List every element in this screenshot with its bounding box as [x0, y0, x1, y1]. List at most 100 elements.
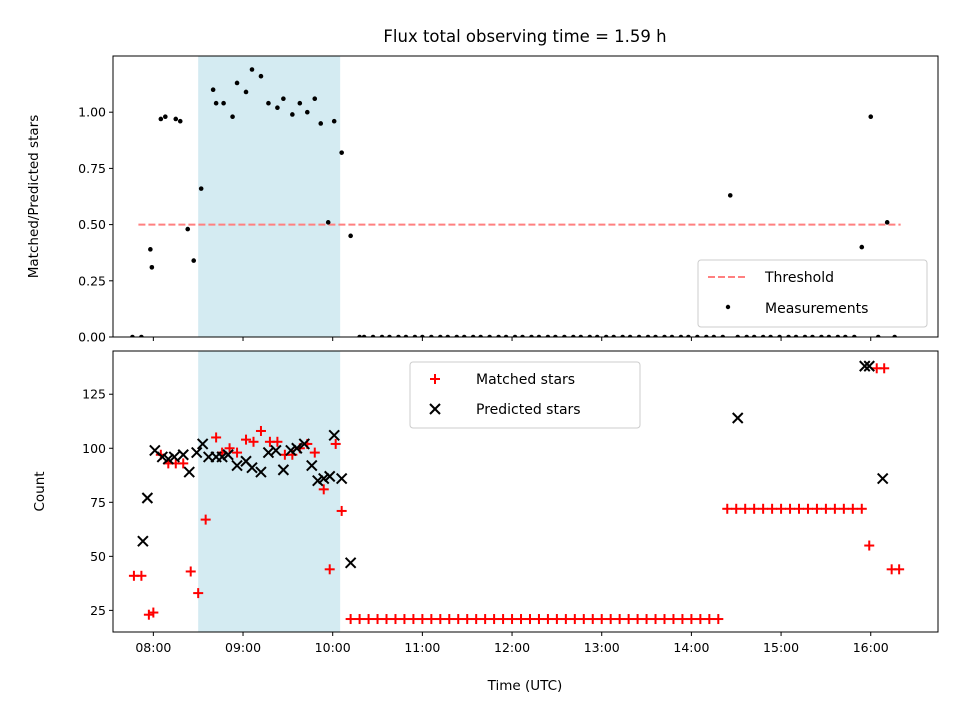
- measurement-point: [396, 334, 401, 337]
- predicted-star-point: [312, 474, 324, 487]
- measurement-point: [177, 118, 183, 124]
- measurement-point: [892, 334, 897, 337]
- measurement-point: [297, 100, 303, 106]
- top-plot-frame: [112, 55, 939, 338]
- y-tick-label: 0.75: [78, 161, 106, 176]
- measurement-point: [611, 334, 616, 337]
- measurement-point: [653, 334, 658, 337]
- measurement-point: [148, 247, 153, 252]
- measurement-point: [594, 334, 600, 337]
- measurement-point: [578, 334, 584, 337]
- measurement-point: [198, 186, 204, 191]
- measurement-point: [571, 334, 576, 337]
- measurement-point: [875, 334, 881, 337]
- matched-star-point: [713, 614, 724, 625]
- matched-star-point: [185, 566, 196, 577]
- measurement-point: [230, 114, 235, 119]
- matched-star-point: [686, 614, 697, 625]
- predicted-star-point: [277, 464, 290, 476]
- measurement-point: [636, 334, 642, 337]
- matched-star-point: [704, 614, 715, 625]
- bottom-plot-frame: [112, 350, 939, 633]
- predicted-star-point: [231, 459, 243, 472]
- matched-star-point: [489, 614, 500, 625]
- measurement-point: [379, 334, 385, 337]
- measurement-point: [258, 73, 264, 79]
- measurement-point: [243, 89, 249, 95]
- measurement-point: [412, 334, 418, 337]
- measurement-point: [884, 220, 890, 225]
- bottom-panel: 25 50 75 100 125 08:00 09:00 10:00 11:00 12:00 13…: [32, 350, 939, 694]
- measurement-point: [678, 334, 684, 337]
- matched-star-point: [345, 614, 356, 625]
- predicted-star-point: [168, 451, 180, 463]
- measurement-point: [536, 334, 542, 337]
- matched-star-point: [193, 588, 204, 599]
- x-tick-label: 16:00: [853, 640, 889, 655]
- measurement-point: [275, 105, 280, 111]
- measurement-point: [603, 334, 609, 337]
- measurement-point: [553, 334, 558, 337]
- measurement-point: [868, 114, 874, 119]
- measurement-point: [711, 334, 717, 337]
- legend-predicted-label: Predicted stars: [476, 402, 581, 418]
- measurement-point: [587, 334, 593, 337]
- predicted-star-point: [216, 451, 228, 463]
- predicted-star-point: [328, 429, 340, 442]
- measurement-point: [470, 334, 476, 337]
- matched-star-point: [856, 503, 867, 514]
- matched-star-point: [776, 503, 787, 514]
- matched-star-point: [248, 436, 259, 447]
- measurement-point: [266, 100, 271, 106]
- measurement-point: [826, 334, 832, 337]
- matched-star-point: [695, 614, 706, 625]
- matched-star-point: [659, 614, 670, 625]
- y-tick-label: 1.00: [78, 105, 106, 120]
- matched-star-point: [200, 514, 211, 525]
- predicted-star-point: [285, 444, 297, 457]
- y-tick-label: 0.00: [78, 330, 106, 345]
- top-panel: 0.00 0.25 0.50 0.75 1.00 Matched/Predicted s…: [26, 55, 939, 345]
- matched-star-point: [794, 503, 805, 514]
- measurement-point: [503, 334, 509, 337]
- measurement-point: [768, 334, 773, 337]
- measurement-point: [777, 334, 782, 337]
- matched-star-point: [354, 614, 365, 625]
- matched-star-point: [632, 614, 643, 625]
- measurement-point: [562, 334, 567, 337]
- matched-star-point: [542, 614, 553, 625]
- legend-measurements-label: Measurements: [765, 301, 868, 317]
- matched-star-point: [767, 503, 778, 514]
- measurement-point: [331, 118, 337, 124]
- measurement-point: [191, 258, 197, 263]
- x-tick-label: 09:00: [225, 640, 261, 655]
- matched-star-point: [309, 447, 320, 458]
- measurement-point: [149, 265, 155, 270]
- matched-star-point: [740, 503, 751, 514]
- measurement-point: [786, 334, 791, 337]
- predicted-star-point: [156, 451, 169, 463]
- matched-star-point: [587, 614, 598, 625]
- bottom-legend-box: [409, 361, 641, 429]
- measurement-point: [496, 334, 501, 337]
- measurement-point: [249, 67, 255, 72]
- predicted-star-point: [270, 444, 282, 457]
- legend-measurements-swatch: [725, 304, 731, 310]
- measurement-point: [357, 334, 362, 337]
- measurement-point: [163, 114, 168, 119]
- matched-star-point: [533, 614, 544, 625]
- matched-star-point: [408, 614, 419, 625]
- measurement-point: [185, 226, 191, 232]
- measurement-point: [387, 334, 392, 337]
- matched-star-point: [224, 443, 235, 454]
- predicted-star-point: [183, 466, 195, 478]
- measurement-point: [835, 334, 841, 337]
- matched-star-point: [560, 614, 571, 625]
- y-tick-label: 125: [82, 387, 106, 402]
- measurement-point: [130, 334, 135, 337]
- predicted-star-point: [137, 535, 149, 547]
- measurement-point: [545, 334, 551, 337]
- measurement-point: [429, 334, 434, 337]
- matched-star-point: [847, 503, 858, 514]
